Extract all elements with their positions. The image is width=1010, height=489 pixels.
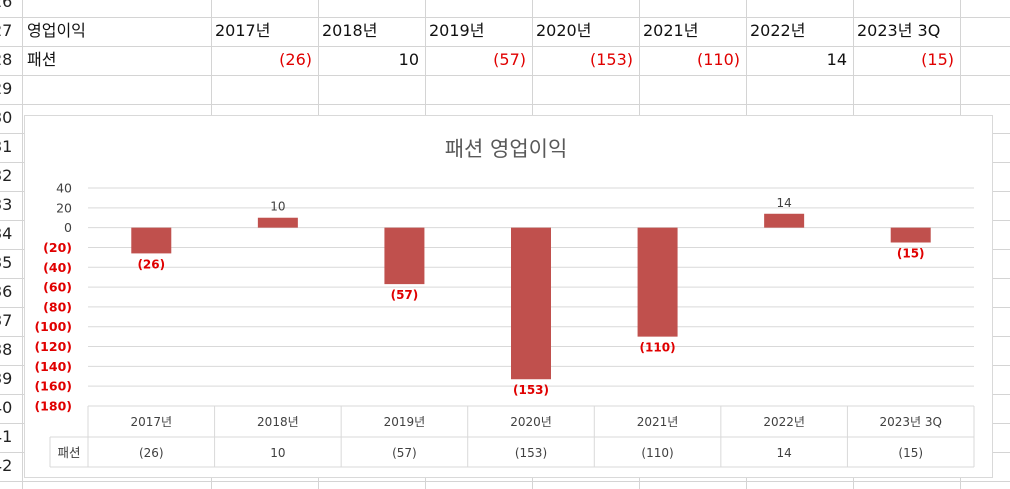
cell-year-header[interactable]: 2017년 xyxy=(215,21,271,40)
y-tick-label: (180) xyxy=(34,399,72,414)
cell-row-label[interactable]: 패션 xyxy=(27,50,57,69)
row-number[interactable]: 34 xyxy=(0,224,13,243)
row-gridline xyxy=(0,46,1010,47)
row-gridline xyxy=(0,17,1010,18)
row-number[interactable]: 39 xyxy=(0,369,13,388)
row-number[interactable]: 41 xyxy=(0,427,13,446)
bar xyxy=(764,213,805,228)
cell-value[interactable]: 10 xyxy=(398,50,419,69)
data-label: 10 xyxy=(270,200,285,214)
cell-value[interactable]: (26) xyxy=(279,50,312,69)
bar xyxy=(384,227,425,285)
y-tick-label: (60) xyxy=(43,280,72,295)
row-number[interactable]: 31 xyxy=(0,137,13,156)
y-tick-label: (120) xyxy=(34,339,72,354)
row-gridline xyxy=(0,75,1010,76)
data-label: (110) xyxy=(640,341,676,355)
cell-year-header[interactable]: 2018년 xyxy=(322,21,378,40)
table-category-label: 2021년 xyxy=(637,415,679,429)
y-tick-label: 0 xyxy=(64,220,72,235)
chart-area[interactable]: 패션 영업이익 40 20 0 (20) (40) (60) (80) (100) (120) (1… xyxy=(24,115,993,478)
row-number[interactable]: 30 xyxy=(0,108,13,127)
cell-value[interactable]: (57) xyxy=(493,50,526,69)
table-value: (110) xyxy=(641,446,673,460)
row-number[interactable]: 32 xyxy=(0,166,13,185)
bar xyxy=(890,227,931,243)
chart-svg: 패션 영업이익 40 20 0 (20) (40) (60) (80) (100) (120) (1… xyxy=(34,137,975,468)
cell-year-header[interactable]: 2020년 xyxy=(536,21,592,40)
bar xyxy=(131,227,172,254)
row-number[interactable]: 29 xyxy=(0,79,13,98)
table-series-label: 패션 xyxy=(57,445,80,460)
data-label: (15) xyxy=(897,247,925,261)
row-number[interactable]: 35 xyxy=(0,253,13,272)
column-gridline xyxy=(22,0,23,489)
bar xyxy=(637,227,678,337)
y-tick-label: (80) xyxy=(43,299,72,314)
table-value: (15) xyxy=(898,446,923,460)
row-gridline xyxy=(0,481,1010,482)
data-label: (26) xyxy=(137,257,165,271)
data-label: (57) xyxy=(391,288,419,302)
cell-value[interactable]: (153) xyxy=(589,50,633,69)
table-category-label: 2018년 xyxy=(257,415,299,429)
bar xyxy=(257,217,298,228)
row-number[interactable]: 26 xyxy=(0,0,13,11)
cell-year-header[interactable]: 2022년 xyxy=(750,21,806,40)
y-tick-label: (160) xyxy=(34,379,72,394)
table-category-label: 2022년 xyxy=(763,415,805,429)
table-category-label: 2020년 xyxy=(510,415,552,429)
cell-value[interactable]: 14 xyxy=(826,50,847,69)
row-gridline xyxy=(0,104,1010,105)
row-number[interactable]: 36 xyxy=(0,282,13,301)
table-category-label: 2017년 xyxy=(130,415,172,429)
row-number[interactable]: 27 xyxy=(0,21,13,40)
data-label: (153) xyxy=(513,383,549,397)
row-number[interactable]: 28 xyxy=(0,50,13,69)
row-number[interactable]: 42 xyxy=(0,456,13,475)
y-tick-label: 20 xyxy=(56,200,72,215)
cell-year-header[interactable]: 2021년 xyxy=(643,21,699,40)
cell-header-label[interactable]: 영업이익 xyxy=(27,21,86,40)
y-tick-label: 40 xyxy=(56,181,72,196)
data-label: 14 xyxy=(777,196,792,210)
table-value: (57) xyxy=(392,446,417,460)
row-number[interactable]: 37 xyxy=(0,311,13,330)
cell-year-header[interactable]: 2019년 xyxy=(429,21,485,40)
bar xyxy=(511,227,551,380)
table-value: 14 xyxy=(777,446,792,460)
cell-value[interactable]: (110) xyxy=(696,50,740,69)
y-tick-label: (140) xyxy=(34,359,72,374)
table-category-label: 2023년 3Q xyxy=(879,415,941,429)
table-value: (153) xyxy=(515,446,547,460)
row-number[interactable]: 38 xyxy=(0,340,13,359)
row-number[interactable]: 33 xyxy=(0,195,13,214)
cell-value[interactable]: (15) xyxy=(921,50,954,69)
y-tick-label: (100) xyxy=(34,319,72,334)
y-tick-label: (40) xyxy=(43,260,72,275)
chart-title: 패션 영업이익 xyxy=(445,137,568,161)
cell-year-header[interactable]: 2023년 3Q xyxy=(857,21,941,40)
row-number[interactable]: 40 xyxy=(0,398,13,417)
table-category-label: 2019년 xyxy=(384,415,426,429)
y-tick-label: (20) xyxy=(43,240,72,255)
table-value: (26) xyxy=(139,446,164,460)
table-value: 10 xyxy=(270,446,285,460)
